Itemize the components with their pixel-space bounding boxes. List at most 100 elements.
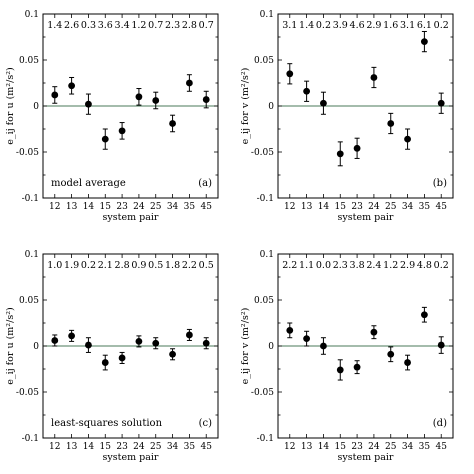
data-point [420,38,428,45]
y-tick-label: 0.1 [25,10,39,20]
ratio-label: 0.7 [148,20,163,31]
x-tick-label: 15 [335,202,347,212]
data-point [320,99,327,107]
panel-label: (c) [199,418,213,429]
ratio-label: 3.4 [115,20,130,31]
x-tick-label: 25 [150,202,162,212]
ratio-label: 1.6 [383,20,398,31]
x-tick-label: 25 [385,202,397,212]
y-tick-label: -0.05 [16,388,39,398]
ratio-label: 1.8 [165,260,180,271]
y-tick-label: 0.1 [25,250,39,260]
panel-label: (a) [198,178,212,189]
x-tick-label: 24 [368,442,380,452]
x-axis-label: system pair [103,212,159,223]
panel-b: 0.1 0.05 0 -0.05 -0.1 12 3.1 13 1.4 14 0.2 15 3.9 23 4… [240,10,454,223]
ratio-label: 2.2 [182,260,197,271]
ratio-label: 0.9 [131,260,146,271]
y-tick-label: -0.1 [257,434,274,444]
x-tick-label: 45 [435,442,447,452]
y-tick-label: -0.05 [16,148,39,158]
y-tick-label: -0.1 [22,194,39,204]
x-tick-label: 45 [200,202,212,212]
data-point [303,87,311,95]
data-point [152,339,160,347]
ratio-label: 1.4 [299,20,314,31]
x-tick-label: 23 [351,202,363,212]
y-axis-label: e_ij for v (m²/s²) [240,308,251,385]
ratio-label: 1.2 [383,260,398,271]
ratio-label: 2.3 [333,260,348,271]
x-tick-label: 34 [167,442,179,452]
x-tick-label: 15 [100,202,112,212]
data-point [51,91,59,99]
x-tick-label: 35 [419,202,431,212]
ratio-label: 0.2 [434,20,449,31]
panel-label: (b) [433,178,447,189]
data-point [370,74,378,81]
ratio-label: 2.9 [366,20,381,31]
data-point [437,341,445,349]
x-tick-label: 12 [49,202,60,212]
x-tick-label: 12 [49,442,60,452]
y-tick-label: -0.1 [257,194,274,204]
data-point [135,93,143,101]
data-point [387,120,395,127]
x-tick-label: 15 [100,442,112,452]
data-point [387,350,395,358]
data-point [404,135,411,143]
ratio-label: 1.2 [131,20,146,31]
y-tick-label: 0 [33,102,39,112]
ratio-label: 1.9 [64,260,79,271]
data-point [68,82,76,90]
x-tick-label: 35 [184,202,196,212]
ratio-label: 3.6 [98,20,113,31]
data-point [185,79,193,87]
x-tick-label: 14 [318,202,330,212]
ratio-label: 3.1 [400,20,415,31]
y-tick-label: -0.05 [251,148,274,158]
x-tick-label: 13 [301,442,313,452]
x-tick-label: 12 [284,202,295,212]
data-point [135,338,143,345]
panel-d: 0.1 0.05 0 -0.05 -0.1 12 2.2 13 1.1 14 0.0 15 2.3 23 3… [240,250,454,463]
panel-label: (d) [433,418,447,429]
y-tick-label: 0.05 [254,296,274,306]
x-tick-label: 14 [83,442,95,452]
ratio-label: 0.3 [81,20,96,31]
ratio-label: 1.4 [47,20,62,31]
data-point [169,120,176,127]
ratio-label: 2.4 [366,260,381,271]
data-point [353,144,361,152]
ratio-label: 0.5 [148,260,163,271]
x-tick-label: 24 [133,202,145,212]
data-point [370,328,378,336]
y-tick-label: 0.05 [19,296,39,306]
x-tick-label: 25 [150,442,162,452]
data-point [85,100,92,108]
ratio-label: 2.1 [98,260,113,271]
panel-c: 0.1 0.05 0 -0.05 -0.1 12 1.0 13 1.9 14 0.2 15 2.1 23 2… [5,250,219,463]
x-tick-label: 35 [419,442,431,452]
panel-description: model average [51,178,126,189]
data-point [202,339,210,347]
x-tick-label: 24 [368,202,380,212]
y-tick-label: -0.1 [22,434,39,444]
y-axis-label: e_ij for u (m²/s²) [5,67,16,144]
ratio-label: 3.9 [333,20,348,31]
data-point [85,341,92,349]
data-point [303,335,311,343]
y-tick-label: 0.1 [260,10,274,20]
data-point [118,127,126,135]
x-tick-label: 14 [318,442,330,452]
x-tick-label: 14 [83,202,95,212]
y-axis-label: e_ij for v (m²/s²) [240,68,251,145]
ratio-label: 4.8 [417,260,432,271]
ratio-label: 2.8 [115,260,130,271]
data-point [320,342,327,350]
ratio-label: 2.8 [182,20,197,31]
x-tick-label: 23 [116,202,128,212]
x-tick-label: 34 [167,202,179,212]
x-axis-label: system pair [103,452,159,463]
ratio-label: 2.6 [64,20,79,31]
